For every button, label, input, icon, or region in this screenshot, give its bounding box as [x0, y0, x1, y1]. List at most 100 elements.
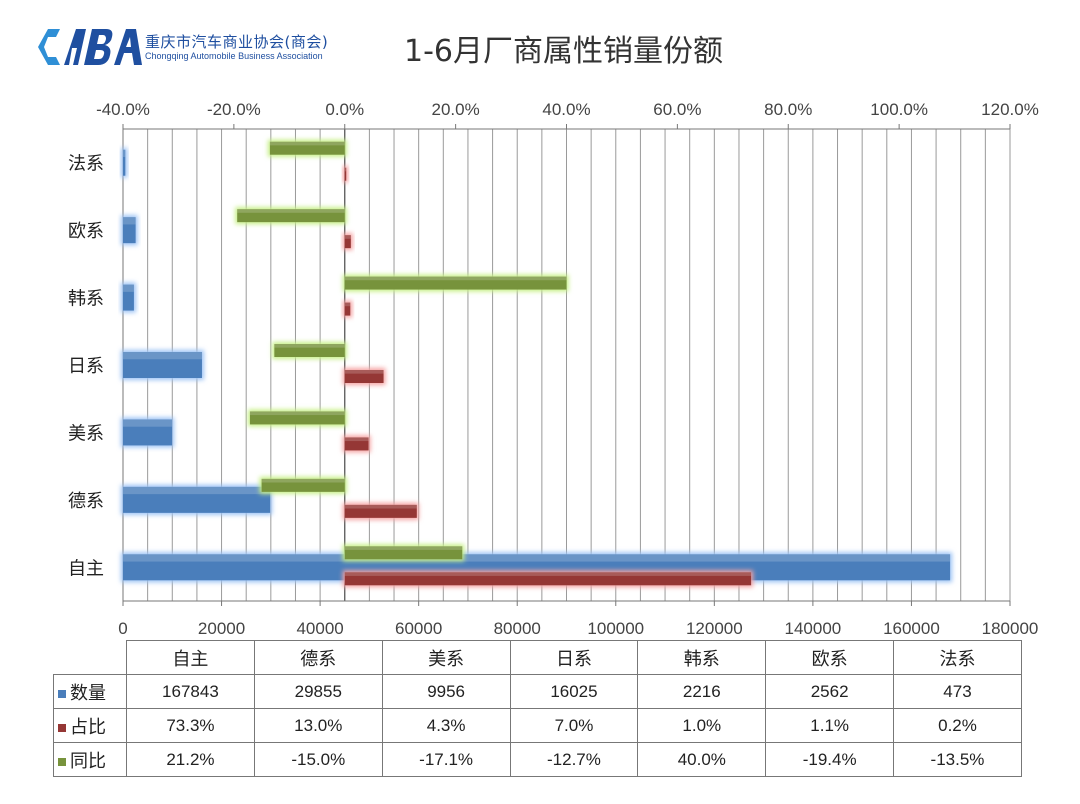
bar-quantity-highlight: [123, 419, 173, 427]
top-axis-tick-label: 40.0%: [542, 100, 590, 119]
legend-swatch-icon: [58, 723, 66, 732]
table-cell: 167843: [126, 674, 255, 709]
table-row: 数量 167843 29855 9956 16025 2216 2562 473: [53, 674, 1022, 709]
bottom-axis-tick-label: 40000: [296, 619, 343, 638]
bar-share-highlight: [344, 235, 351, 239]
header: 重庆市汽车商业协会(商会) Chongqing Automobile Busin…: [0, 0, 1080, 90]
table-cell: 9956: [381, 674, 511, 709]
chart-area: 0 20000 40000 60000 80000 100000 120000 140000 1…: [68, 100, 1039, 638]
grid-lines: [122, 124, 1011, 606]
table-cell: -12.7%: [509, 742, 639, 777]
table-cell: 21.2%: [126, 742, 255, 777]
table-cell: -15.0%: [253, 742, 383, 777]
table-row: 同比 21.2% -15.0% -17.1% -12.7% 40.0% -19.4% -13.…: [53, 742, 1022, 777]
bar-share-highlight: [344, 572, 752, 576]
table-row-header: 同比: [53, 742, 127, 777]
table-cell: 4.3%: [381, 708, 511, 743]
bottom-axis-tick-label: 0: [118, 619, 127, 638]
bar-yoy: [269, 141, 345, 155]
bar-yoy: [344, 276, 567, 290]
table-cell: -17.1%: [381, 742, 511, 777]
bar-yoy-highlight: [261, 478, 345, 483]
bar-yoy-highlight: [274, 344, 345, 348]
table-cell: -19.4%: [765, 742, 895, 777]
top-axis-tick-label: 80.0%: [764, 100, 812, 119]
bottom-axis-tick-label: 80000: [494, 619, 541, 638]
table-cell: 40.0%: [637, 742, 767, 777]
bar-share-highlight: [344, 370, 384, 374]
table-cell: 2562: [765, 674, 895, 709]
table-header-row: 自主 德系 美系 日系 韩系 欧系 法系: [53, 640, 1022, 675]
table-column-header: 法系: [893, 640, 1022, 675]
table-column-header: 欧系: [765, 640, 895, 675]
table-column-header: 自主: [126, 640, 255, 675]
bars: [121, 139, 953, 588]
table-cell: 29855: [253, 674, 383, 709]
table-cell: 16025: [509, 674, 639, 709]
bar-yoy-highlight: [344, 546, 463, 550]
association-name-en: Chongqing Automobile Business Associatio…: [145, 51, 323, 61]
category-label: 美系: [68, 423, 104, 444]
bar-quantity: [123, 486, 271, 513]
top-axis-tick-label: 0.0%: [325, 100, 364, 119]
table-corner: [53, 640, 127, 675]
bottom-axis-tick-label: 120000: [686, 619, 743, 638]
bottom-axis-tick-label: 100000: [587, 619, 644, 638]
bar-quantity: [123, 217, 136, 244]
chart-title: 1-6月厂商属性销量份额: [404, 34, 723, 69]
bar-yoy-highlight: [249, 411, 345, 416]
table-cell: 73.3%: [126, 708, 255, 743]
bar-share-highlight: [344, 167, 347, 172]
bar-yoy: [261, 478, 345, 492]
bar-share: [344, 167, 347, 181]
top-axis-tick-label: 60.0%: [653, 100, 701, 119]
bar-quantity-highlight: [123, 554, 951, 562]
table-cell: 1.0%: [637, 708, 767, 743]
bar-yoy-highlight: [237, 209, 345, 213]
bar-share: [344, 370, 384, 383]
bar-share: [344, 504, 417, 518]
series-label: 同比: [70, 750, 106, 772]
table-row-header: 占比: [53, 708, 127, 743]
table-cell: 2216: [637, 674, 767, 709]
table-cell: 7.0%: [509, 708, 639, 743]
bottom-axis-tick-label: 140000: [785, 619, 842, 638]
bar-quantity: [123, 352, 202, 378]
top-axis-tick-label: -20.0%: [207, 100, 261, 119]
bar-yoy: [237, 209, 345, 223]
bottom-axis-tick-label: 160000: [883, 619, 940, 638]
table-cell: -13.5%: [893, 742, 1022, 777]
bar-share: [344, 572, 752, 586]
legend-swatch-icon: [58, 689, 66, 698]
table-column-header: 美系: [381, 640, 511, 675]
bar-yoy: [274, 344, 345, 357]
caba-logo-icon: [38, 29, 142, 65]
bar-yoy-highlight: [344, 276, 567, 281]
data-table: 自主 德系 美系 日系 韩系 欧系 法系数量 167843 29855 9956 16025 2216…: [53, 640, 1022, 777]
bar-share-highlight: [344, 504, 417, 509]
bottom-axis-tick-label: 180000: [982, 619, 1039, 638]
category-label: 欧系: [68, 221, 104, 242]
legend-swatch-icon: [58, 757, 66, 766]
series-label: 数量: [70, 682, 106, 704]
bottom-axis-tick-label: 20000: [198, 619, 245, 638]
bottom-axis-tick-label: 60000: [395, 619, 442, 638]
bar-quantity: [123, 419, 173, 446]
table-cell: 473: [893, 674, 1022, 709]
table-column-header: 德系: [253, 640, 383, 675]
top-axis-tick-label: 120.0%: [981, 100, 1039, 119]
bar-quantity-highlight: [123, 486, 271, 495]
series-label: 占比: [70, 716, 106, 738]
category-label: 法系: [68, 154, 104, 175]
table-column-header: 韩系: [637, 640, 767, 675]
category-label: 韩系: [68, 289, 104, 310]
bar-quantity-highlight: [123, 352, 202, 360]
labels: 0 20000 40000 60000 80000 100000 120000 140000 1…: [68, 100, 1039, 638]
bar-yoy-highlight: [269, 141, 345, 146]
table-row-header: 数量: [53, 674, 127, 709]
bar-quantity: [123, 149, 126, 176]
bar-share: [344, 437, 369, 451]
top-axis-tick-label: 20.0%: [432, 100, 480, 119]
table-column-header: 日系: [509, 640, 639, 675]
bar-share-highlight: [344, 302, 351, 307]
